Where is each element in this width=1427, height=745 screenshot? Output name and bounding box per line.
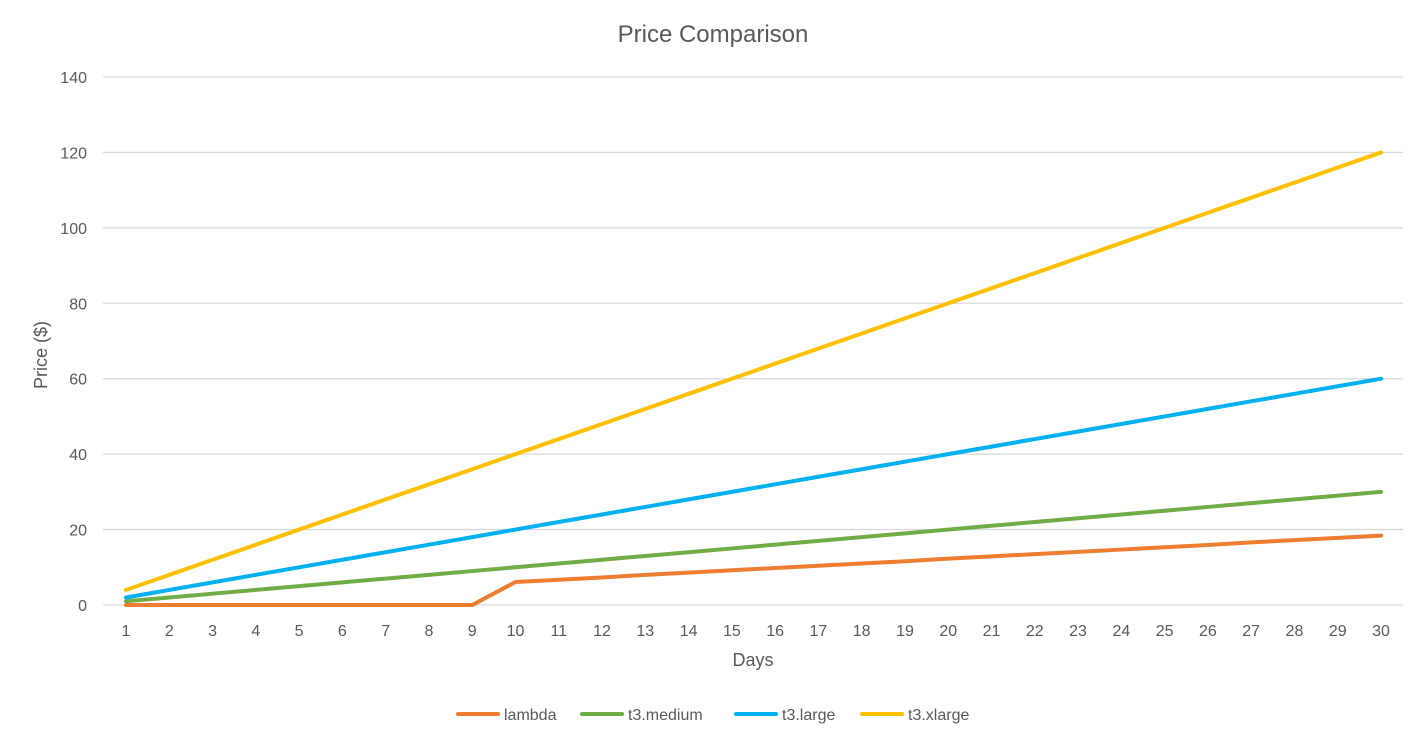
legend-label: t3.medium xyxy=(628,707,703,724)
x-axis-ticks: 1 2 3 4 5 6 7 8 9 10 11 12 13 14 15 16 17 18 19 20 21 22 23 24 2… xyxy=(122,623,1390,640)
legend-item-lambda: lambda xyxy=(456,707,557,724)
x-tick-label: 25 xyxy=(1156,623,1174,640)
x-tick-label: 9 xyxy=(468,623,477,640)
x-tick-label: 4 xyxy=(251,623,260,640)
x-tick-label: 2 xyxy=(165,623,174,640)
x-tick-label: 19 xyxy=(896,623,914,640)
legend-label: lambda xyxy=(504,707,557,724)
x-tick-label: 23 xyxy=(1069,623,1087,640)
x-tick-label: 13 xyxy=(636,623,654,640)
y-tick-label: 140 xyxy=(60,70,87,87)
legend-item-t3-xlarge: t3.xlarge xyxy=(860,707,969,724)
x-tick-label: 12 xyxy=(593,623,611,640)
y-tick-label: 0 xyxy=(78,598,87,615)
y-tick-label: 60 xyxy=(69,372,87,389)
x-tick-label: 11 xyxy=(550,623,567,640)
x-tick-label: 16 xyxy=(766,623,784,640)
y-tick-label: 40 xyxy=(69,447,87,464)
gridlines xyxy=(103,76,1403,606)
x-tick-label: 10 xyxy=(507,623,525,640)
x-tick-label: 3 xyxy=(208,623,217,640)
x-tick-label: 20 xyxy=(939,623,957,640)
y-tick-label: 80 xyxy=(69,296,87,313)
series-line-lambda xyxy=(124,533,1383,607)
x-tick-label: 18 xyxy=(853,623,871,640)
legend-item-t3-medium: t3.medium xyxy=(580,707,703,724)
y-axis-ticks: 0 20 40 60 80 100 120 140 xyxy=(60,70,87,615)
y-axis-label: Price ($) xyxy=(31,321,51,389)
series-line-t3-medium xyxy=(124,489,1383,604)
x-tick-label: 6 xyxy=(338,623,347,640)
x-tick-label: 15 xyxy=(723,623,741,640)
y-tick-label: 120 xyxy=(60,145,87,162)
x-tick-label: 26 xyxy=(1199,623,1217,640)
x-tick-label: 30 xyxy=(1372,623,1390,640)
x-tick-label: 21 xyxy=(983,623,1001,640)
x-tick-label: 28 xyxy=(1286,623,1304,640)
chart-title: Price Comparison xyxy=(618,21,809,48)
x-tick-label: 17 xyxy=(810,623,828,640)
legend-item-t3-large: t3.large xyxy=(734,707,835,724)
x-tick-label: 1 xyxy=(122,623,131,640)
series-lines xyxy=(124,150,1383,607)
x-axis-label: Days xyxy=(732,650,773,670)
x-tick-label: 24 xyxy=(1112,623,1130,640)
series-line-t3-large xyxy=(124,376,1383,600)
x-tick-label: 5 xyxy=(295,623,304,640)
series-line-t3-xlarge xyxy=(124,150,1383,592)
y-tick-label: 20 xyxy=(69,523,87,540)
y-tick-label: 100 xyxy=(60,221,87,238)
x-tick-label: 14 xyxy=(680,623,698,640)
legend: lambda t3.medium t3.large t3.xlarge xyxy=(456,707,969,724)
x-tick-label: 27 xyxy=(1242,623,1260,640)
x-tick-label: 8 xyxy=(424,623,433,640)
x-tick-label: 7 xyxy=(381,623,390,640)
legend-label: t3.large xyxy=(782,707,835,724)
x-tick-label: 29 xyxy=(1329,623,1347,640)
x-tick-label: 22 xyxy=(1026,623,1044,640)
legend-label: t3.xlarge xyxy=(908,707,969,724)
